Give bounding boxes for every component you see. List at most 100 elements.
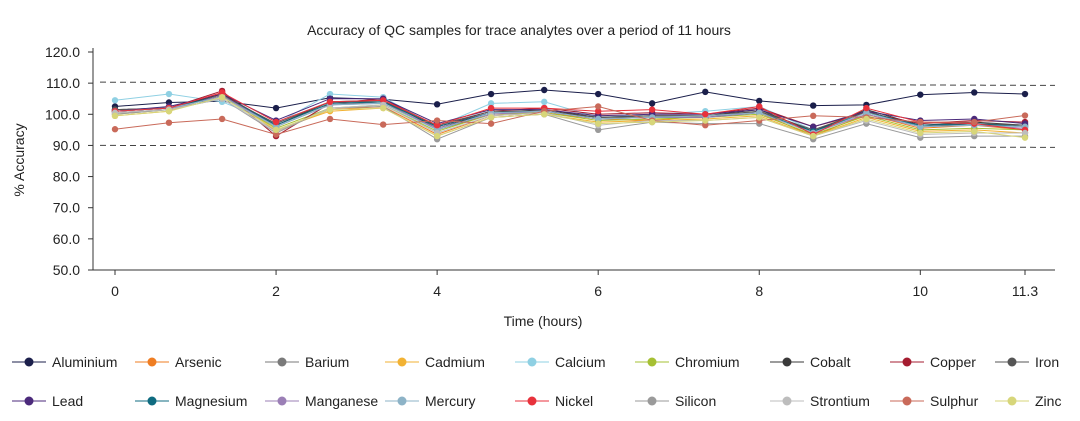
x-tick-label: 6 <box>594 283 602 299</box>
data-point <box>917 118 924 126</box>
x-tick-label: 0 <box>111 283 119 299</box>
legend-marker <box>24 357 34 367</box>
data-point <box>594 90 602 98</box>
legend-item-silicon: Silicon <box>635 393 716 409</box>
legend-item-manganese: Manganese <box>265 393 378 409</box>
legend-marker <box>1007 396 1017 406</box>
data-point <box>379 97 387 104</box>
legend-marker <box>647 357 657 367</box>
legend-marker <box>397 396 407 406</box>
data-point <box>379 121 387 128</box>
y-tick-label: 70.0 <box>53 200 80 216</box>
legend-marker <box>277 357 287 367</box>
reference-dashed-line <box>99 144 1056 148</box>
legend: Aluminium Arsenic Barium Cadmium Calcium Chro… <box>12 354 1061 409</box>
legend-label: Calcium <box>555 354 606 370</box>
y-tick-label: 120.0 <box>45 44 80 60</box>
data-point <box>1021 129 1029 137</box>
legend-item-iron: Iron <box>995 354 1059 370</box>
data-point <box>433 117 441 124</box>
data-point <box>594 120 602 127</box>
x-tick-label: 10 <box>913 283 929 299</box>
legend-label: Lead <box>52 393 83 409</box>
data-point <box>917 129 924 137</box>
data-point <box>218 115 226 123</box>
data-point <box>702 121 709 129</box>
data-point <box>863 109 870 116</box>
data-point <box>218 89 226 96</box>
data-point <box>756 103 763 110</box>
legend-label: Iron <box>1035 354 1059 370</box>
data-point <box>541 111 548 118</box>
data-point <box>326 106 334 113</box>
legend-item-aluminium: Aluminium <box>12 354 117 370</box>
legend-item-arsenic: Arsenic <box>135 354 222 370</box>
legend-label: Strontium <box>810 393 870 409</box>
legend-label: Aluminium <box>52 354 117 370</box>
data-point <box>917 91 924 98</box>
legend-marker <box>902 357 912 367</box>
legend-marker <box>527 357 537 367</box>
data-point <box>433 132 441 140</box>
data-point <box>1021 90 1029 98</box>
series-line <box>114 93 1026 128</box>
legend-label: Cadmium <box>425 354 485 370</box>
data-point <box>165 107 173 115</box>
data-point <box>594 103 602 110</box>
legend-item-copper: Copper <box>890 354 976 370</box>
data-point <box>379 104 387 112</box>
data-point <box>971 89 978 96</box>
legend-item-chromium: Chromium <box>635 354 740 370</box>
y-tick-label: 90.0 <box>53 137 80 153</box>
data-point <box>702 111 709 118</box>
legend-item-lead: Lead <box>12 393 83 409</box>
legend-marker <box>782 396 792 406</box>
reference-lines <box>99 81 1056 148</box>
data-point <box>487 114 495 121</box>
data-point <box>272 126 280 134</box>
legend-label: Nickel <box>555 393 593 409</box>
data-point <box>541 86 548 94</box>
data-point <box>165 119 173 126</box>
data-point <box>810 123 817 130</box>
legend-item-magnesium: Magnesium <box>135 393 247 409</box>
y-tick-label: 60.0 <box>53 231 80 247</box>
legend-marker <box>1007 357 1017 367</box>
data-point <box>756 114 763 121</box>
legend-marker <box>647 396 657 406</box>
legend-label: Chromium <box>675 354 740 370</box>
legend-item-cadmium: Cadmium <box>385 354 485 370</box>
data-point <box>433 121 441 129</box>
data-point <box>326 115 334 123</box>
legend-label: Barium <box>305 354 349 370</box>
legend-label: Magnesium <box>175 393 247 409</box>
legend-label: Copper <box>930 354 976 370</box>
y-tick-label: 50.0 <box>53 262 80 278</box>
data-point <box>594 126 602 134</box>
legend-marker <box>902 396 912 406</box>
reference-dashed-line <box>99 81 1056 86</box>
data-point <box>810 132 817 140</box>
x-tick-label: 8 <box>755 283 763 299</box>
legend-marker <box>277 396 287 406</box>
legend-marker <box>527 396 537 406</box>
legend-label: Manganese <box>305 393 378 409</box>
series-line <box>114 96 1026 134</box>
legend-marker <box>24 396 34 406</box>
legend-label: Cobalt <box>810 354 851 370</box>
data-point <box>272 118 280 126</box>
legend-item-calcium: Calcium <box>515 354 606 370</box>
series-layer <box>111 86 1029 143</box>
data-point <box>433 101 441 108</box>
legend-marker <box>147 396 157 406</box>
x-tick-label: 2 <box>272 283 280 299</box>
series-line <box>114 105 1026 136</box>
data-point <box>863 115 870 123</box>
y-tick-label: 100.0 <box>45 106 80 122</box>
data-point <box>326 90 334 98</box>
series-line <box>114 98 1025 140</box>
series-zinc <box>111 93 1029 141</box>
legend-item-strontium: Strontium <box>770 393 870 409</box>
x-tick-label: 11.3 <box>1012 283 1038 299</box>
